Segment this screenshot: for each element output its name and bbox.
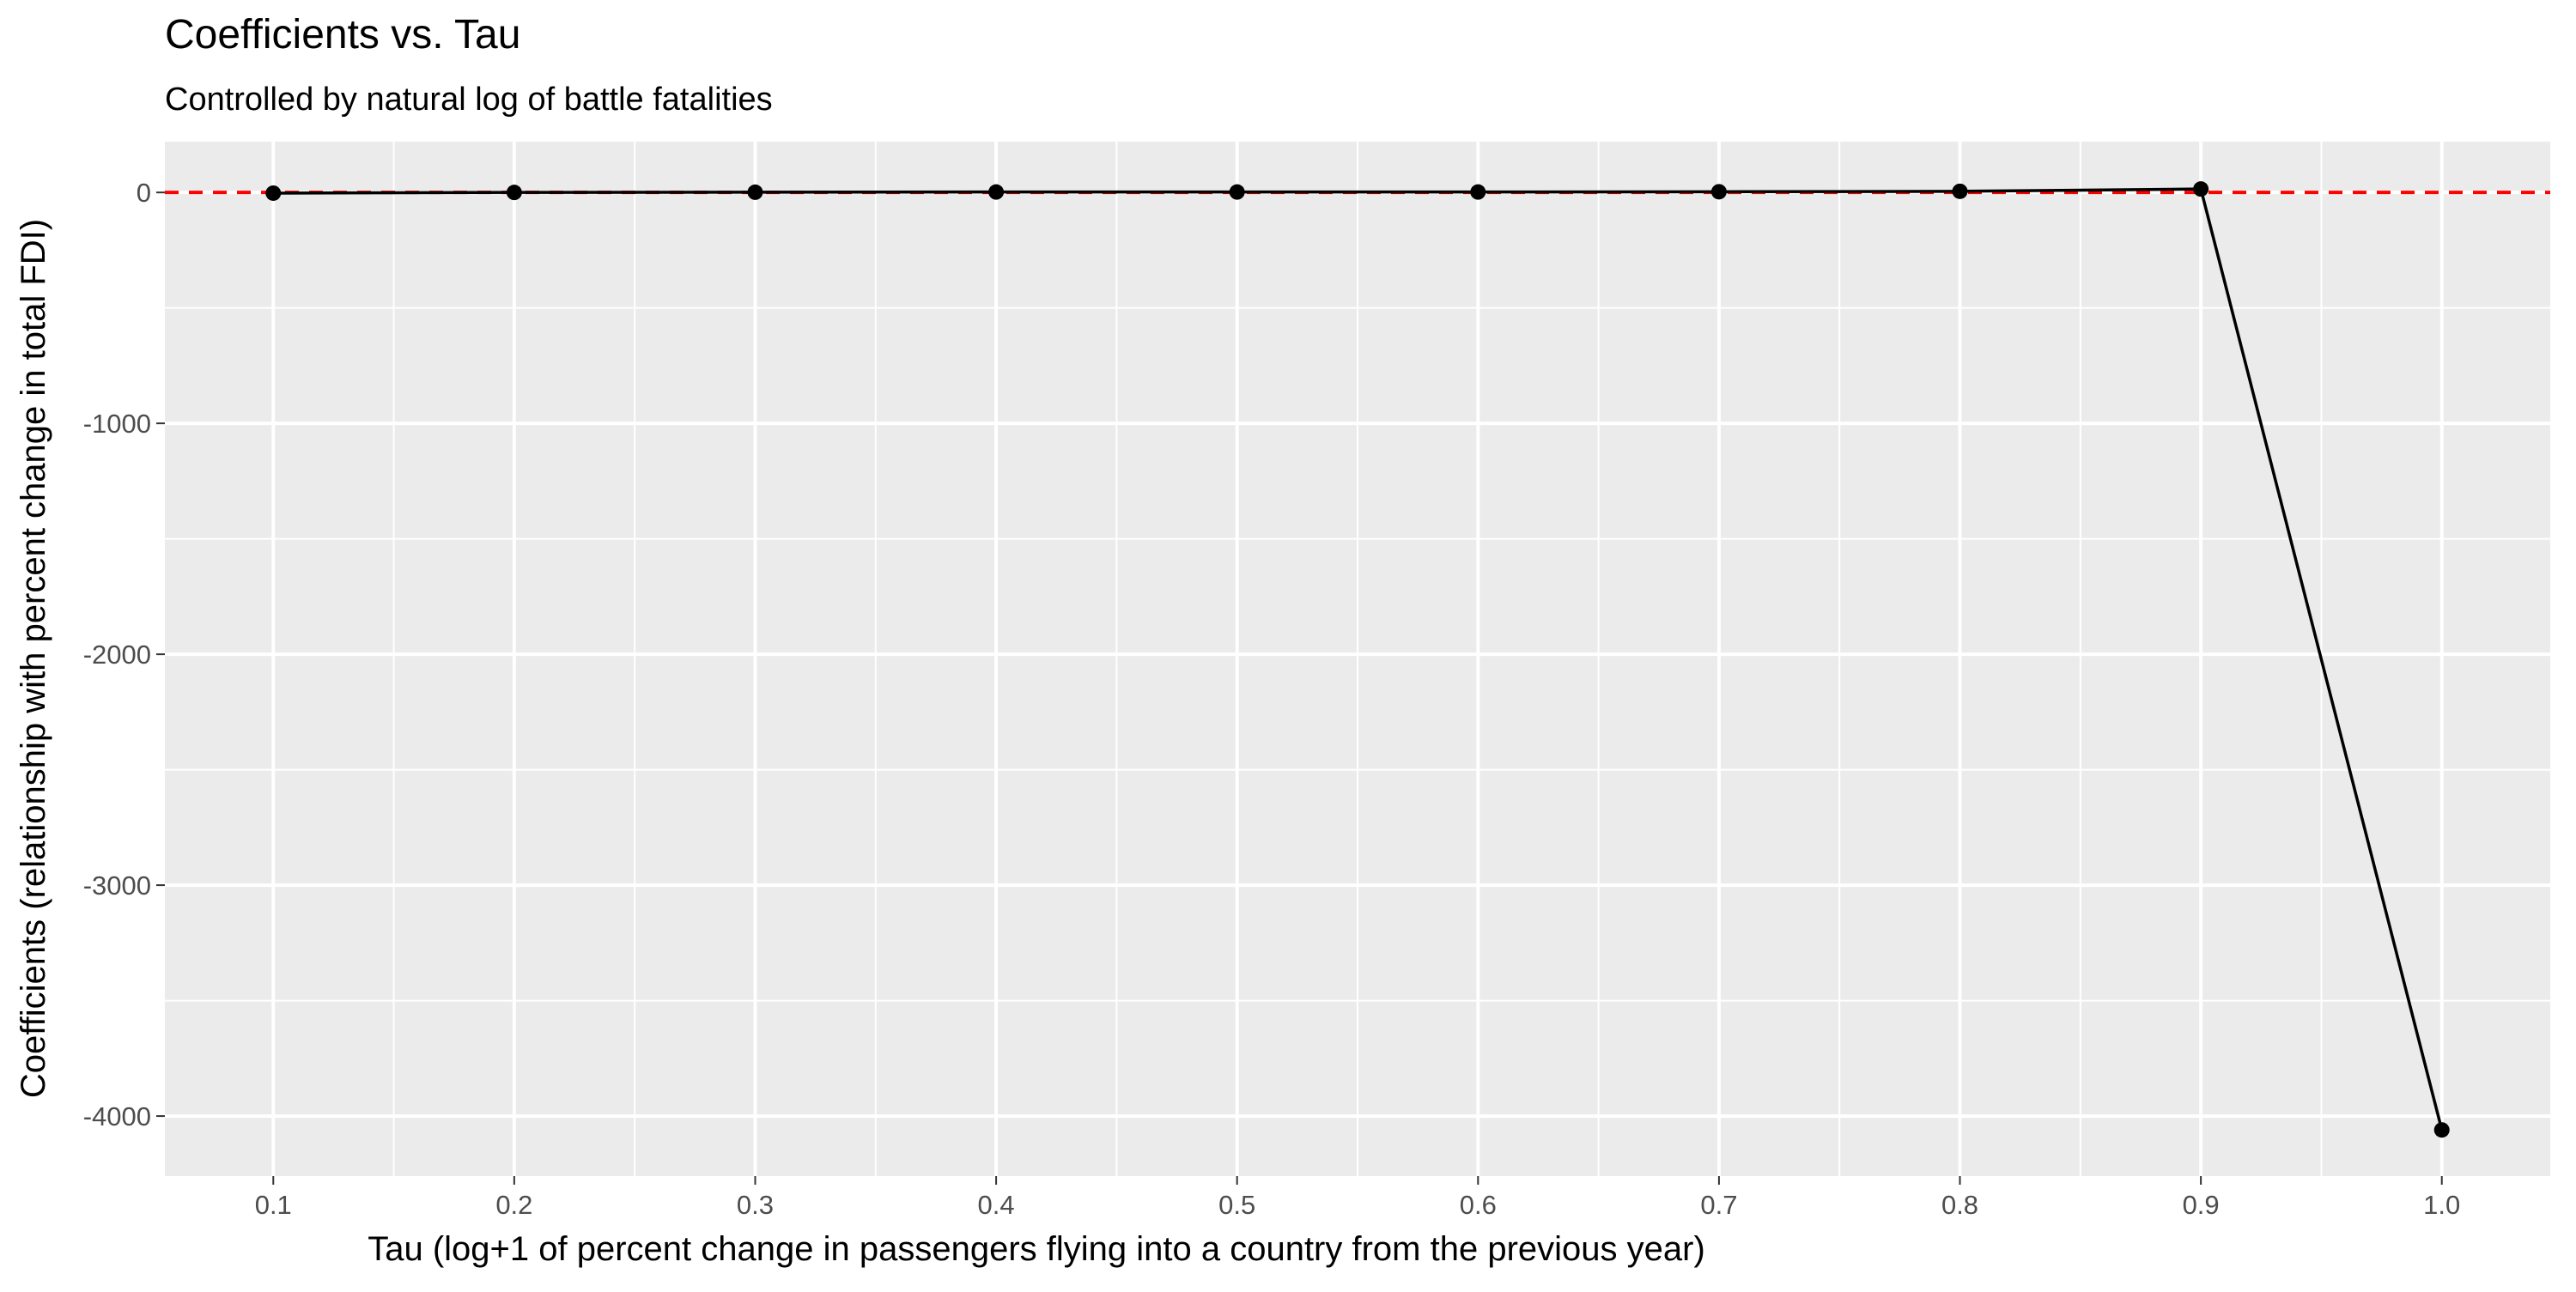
x-tick-label: 0.2 (495, 1190, 532, 1220)
data-point (506, 185, 522, 201)
data-point (988, 184, 1005, 200)
points-layer (265, 181, 2450, 1138)
y-axis: 0 -1000 -2000 -3000 -4000 (83, 178, 165, 1131)
data-point (1952, 183, 1968, 199)
x-tick-label: 0.4 (978, 1190, 1015, 1220)
data-point (747, 184, 763, 200)
data-point (1470, 184, 1486, 200)
data-point (2193, 181, 2209, 197)
y-tick-label: -2000 (83, 640, 151, 670)
data-point (1710, 184, 1727, 200)
x-tick-label: 0.9 (2183, 1190, 2220, 1220)
y-axis-title: Coefficients (relationship with percent … (15, 219, 52, 1098)
x-tick-label: 0.8 (1941, 1190, 1978, 1220)
minor-gridlines (165, 142, 2550, 1176)
y-tick-label: 0 (137, 178, 151, 208)
x-tick-label: 1.0 (2423, 1190, 2460, 1220)
series-line (273, 187, 2444, 1131)
y-tick-label: -3000 (83, 870, 151, 901)
y-tick-label: -1000 (83, 409, 151, 439)
x-axis: 0.1 0.2 0.3 0.4 0.5 0.6 0.7 0.8 0.9 1.0 (255, 1176, 2460, 1220)
x-axis-title: Tau (log+1 of percent change in passenge… (368, 1230, 1705, 1268)
data-point (1229, 184, 1245, 200)
series-layer (273, 187, 2444, 1131)
x-tick-label: 0.7 (1700, 1190, 1737, 1220)
x-tick-label: 0.6 (1460, 1190, 1497, 1220)
data-point (2433, 1122, 2450, 1138)
chart-title: Coefficients vs. Tau (165, 12, 520, 58)
chart-subtitle: Controlled by natural log of battle fata… (165, 82, 773, 118)
plot-panel (165, 142, 2550, 1176)
x-tick-label: 0.1 (255, 1190, 292, 1220)
data-point (265, 185, 282, 201)
x-tick-label: 0.3 (737, 1190, 774, 1220)
y-tick-label: -4000 (83, 1101, 151, 1131)
x-tick-label: 0.5 (1218, 1190, 1255, 1220)
